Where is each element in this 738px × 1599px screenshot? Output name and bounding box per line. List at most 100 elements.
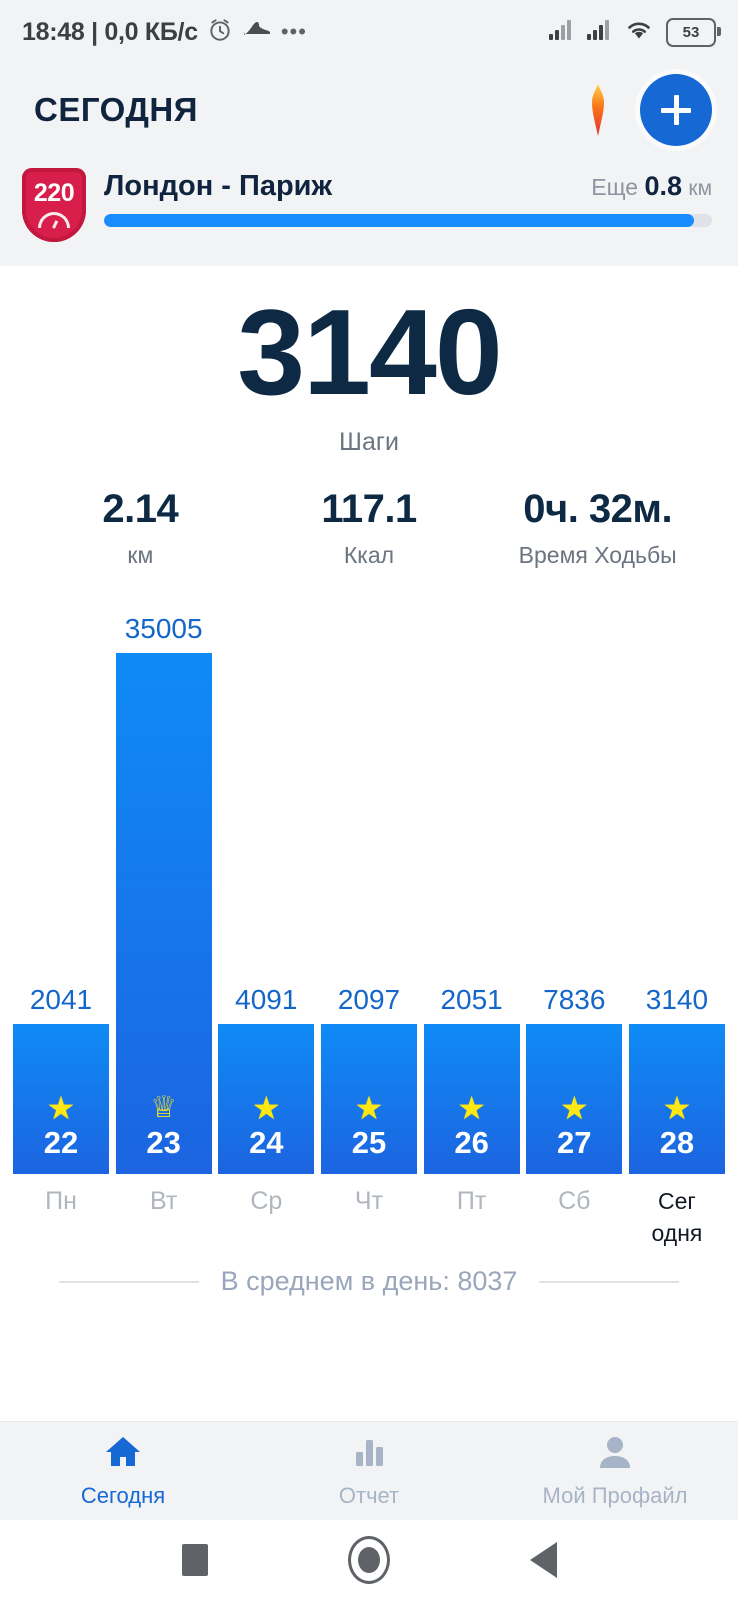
person-icon (595, 1434, 635, 1475)
challenge-badge-number: 220 (33, 179, 75, 207)
chart-bar-column[interactable]: 35005 ♕ 23 (115, 597, 212, 1297)
star-icon: ★ (559, 1090, 589, 1127)
challenge-top-row: Лондон - Париж Еще 0.8 км (104, 170, 712, 203)
chart-bar-day-number: 25 (351, 1125, 387, 1161)
main-content: 3140 Шаги 2.14 км 117.1 Ккал 0ч. 32м. Вр… (0, 266, 738, 1298)
chart-bar[interactable]: ★ 28 (628, 1024, 725, 1175)
chart-bars: 2041 ★ 22 35005 ♕ 23 4091 ★ 24 2097 ★ 25 2051 ★ 26 7836… (13, 597, 725, 1297)
chart-bar[interactable]: ★ 26 (423, 1024, 520, 1175)
cellular-signal-2-icon (586, 19, 612, 46)
chart-bar-value-label: 2051 (440, 984, 503, 1016)
bar-chart-icon (349, 1434, 389, 1475)
weekly-steps-chart: 2041 ★ 22 35005 ♕ 23 4091 ★ 24 2097 ★ 25 2051 ★ 26 7836… (0, 597, 738, 1297)
chart-bar-column[interactable]: 2097 ★ 25 (320, 597, 417, 1297)
chart-bar-day-number: 27 (557, 1125, 592, 1161)
chart-day-labels: Пн Вт Ср Чт Пт Сб Сег одня (13, 1185, 725, 1249)
chart-bar[interactable]: ★ 24 (218, 1024, 315, 1175)
challenge-body: Лондон - Париж Еще 0.8 км (104, 166, 712, 227)
nav-item-today-label: Сегодня (80, 1482, 166, 1508)
nav-item-profile[interactable]: Мой Профайл (492, 1434, 738, 1509)
stat-calories-value: 117.1 (321, 487, 417, 532)
chart-day-name: Сб (558, 1187, 591, 1216)
chart-bar-column[interactable]: 2051 ★ 26 (423, 597, 520, 1297)
steps-label: Шаги (339, 428, 399, 457)
stat-walktime-value: 0ч. 32м. (523, 487, 673, 532)
crown-icon: ♕ (150, 1091, 178, 1125)
chart-day-name: Пн (45, 1187, 77, 1216)
status-more-icon: ••• (280, 19, 307, 44)
cellular-signal-icon (548, 19, 574, 46)
alarm-clock-icon (207, 17, 233, 48)
status-bar: 18:48 | 0,0 КБ/с ••• 53 (0, 0, 738, 64)
chart-bar-value-label: 35005 (124, 613, 203, 645)
challenge-remaining: Еще 0.8 км (591, 171, 712, 202)
android-navigation-bar (0, 1520, 738, 1599)
chart-bar[interactable]: ★ 22 (13, 1024, 109, 1175)
stat-walktime-label: Время Ходьбы (518, 542, 677, 569)
chart-bar-value-label: 7836 (543, 984, 606, 1016)
sneaker-icon (242, 19, 271, 46)
bottom-navigation: Сегодня Отчет Мой Профайл (0, 1421, 738, 1520)
challenge-remaining-unit: км (688, 177, 712, 200)
nav-item-report-label: Отчет (338, 1482, 400, 1508)
chart-bar-value-label: 3140 (645, 984, 709, 1016)
triangle-back-icon[interactable] (529, 1541, 557, 1578)
star-icon: ★ (457, 1090, 486, 1127)
chart-bar-column[interactable]: 2041 ★ 22 (13, 597, 109, 1297)
chart-bar-value-label: 2097 (337, 984, 401, 1016)
chart-day-name: Пт (456, 1187, 487, 1216)
challenge-badge: 220 (22, 168, 86, 242)
chart-bar-column[interactable]: 7836 ★ 27 (526, 597, 623, 1297)
chart-day-name: Сег одня (651, 1188, 703, 1247)
battery-level-label: 53 (682, 23, 700, 41)
divider-right (539, 1280, 680, 1283)
circle-home-icon[interactable] (347, 1535, 390, 1584)
chart-bar-day-number: 26 (454, 1125, 489, 1161)
home-icon (103, 1434, 143, 1475)
stat-distance-value: 2.14 (102, 487, 179, 532)
chart-bar[interactable]: ★ 27 (526, 1024, 623, 1175)
status-bar-right: 53 (548, 17, 721, 47)
chart-bar-day-number: 23 (146, 1125, 181, 1161)
stat-distance-label: км (127, 542, 154, 569)
flame-streak-icon[interactable] (578, 83, 618, 137)
chart-day-name: Чт (354, 1187, 384, 1216)
chart-day-name: Ср (250, 1187, 283, 1216)
nav-item-report[interactable]: Отчет (246, 1434, 492, 1509)
status-clock: 18:48 | 0,0 КБ/с (22, 17, 198, 46)
star-icon: ★ (354, 1090, 384, 1127)
challenge-progress-fill (104, 214, 694, 227)
average-row: В среднем в день: 8037 (0, 1266, 738, 1297)
page-title: СЕГОДНЯ (34, 91, 198, 128)
chart-bar[interactable]: ★ 25 (320, 1024, 417, 1175)
status-bar-left: 18:48 | 0,0 КБ/с ••• (22, 17, 548, 48)
stat-calories: 117.1 Ккал (255, 487, 484, 569)
stats-row: 2.14 км 117.1 Ккал 0ч. 32м. Время Ходьбы (0, 487, 738, 569)
star-icon: ★ (46, 1090, 76, 1127)
stat-walktime: 0ч. 32м. Время Ходьбы (483, 487, 712, 569)
chart-bar-day-number: 22 (43, 1125, 79, 1161)
challenge-banner[interactable]: 220 Лондон - Париж Еще 0.8 км (0, 156, 738, 266)
shield-gauge-icon (38, 212, 70, 228)
square-recents-icon[interactable] (181, 1543, 208, 1576)
plus-icon (659, 93, 693, 127)
battery-indicator: 53 (666, 17, 721, 47)
chart-bar[interactable]: ♕ 23 (115, 653, 212, 1175)
add-button[interactable] (640, 74, 712, 146)
steps-count: 3140 (237, 284, 502, 420)
nav-item-profile-label: Мой Профайл (542, 1482, 688, 1508)
chart-bar-column[interactable]: 3140 ★ 28 (628, 597, 725, 1297)
wifi-icon (624, 18, 654, 46)
chart-day-name: Вт (150, 1187, 178, 1216)
divider-left (58, 1280, 199, 1283)
stat-calories-label: Ккал (343, 542, 395, 569)
chart-bar-value-label: 2041 (29, 984, 93, 1016)
nav-item-today[interactable]: Сегодня (0, 1434, 246, 1509)
star-icon: ★ (251, 1090, 281, 1127)
star-icon: ★ (662, 1090, 692, 1127)
chart-bar-column[interactable]: 4091 ★ 24 (218, 597, 315, 1297)
average-text: В среднем в день: 8037 (220, 1266, 518, 1297)
challenge-remaining-value: 0.8 (644, 171, 682, 201)
challenge-remaining-prefix: Еще (591, 174, 639, 200)
chart-bar-day-number: 24 (249, 1125, 284, 1161)
